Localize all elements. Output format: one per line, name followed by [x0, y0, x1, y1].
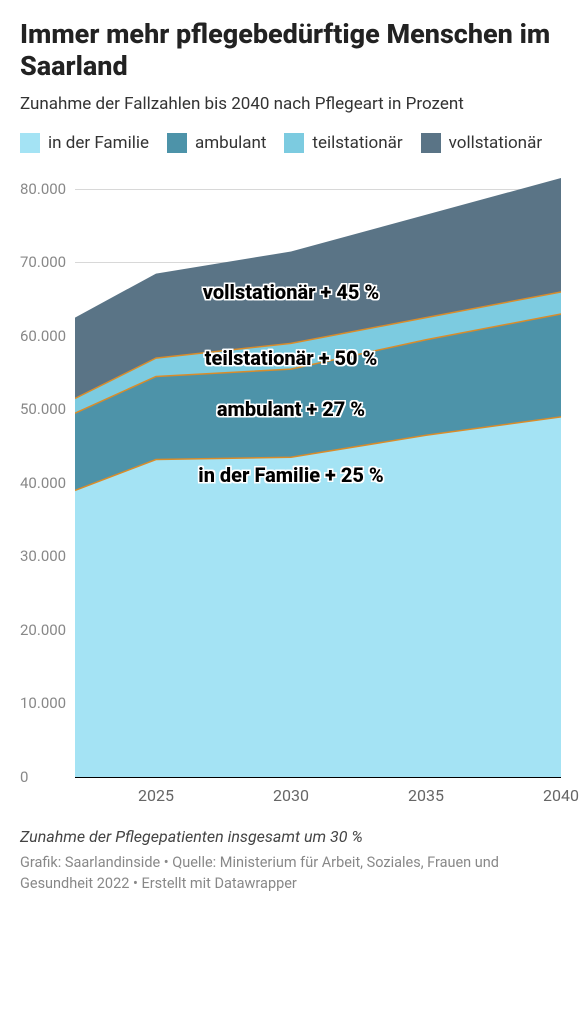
chart-subtitle: Zunahme der Fallzahlen bis 2040 nach Pfl… — [20, 93, 561, 117]
chart-source: Grafik: Saarlandinside • Quelle: Ministe… — [20, 852, 561, 894]
chart-annotation: teilstationär + 50 % — [205, 346, 378, 370]
x-axis-label: 2035 — [408, 786, 444, 805]
y-axis-label: 20.000 — [20, 621, 70, 639]
legend-swatch — [167, 133, 187, 153]
y-axis-label: 60.000 — [20, 327, 70, 345]
y-axis-label: 0 — [20, 768, 70, 786]
y-axis-label: 40.000 — [20, 474, 70, 492]
chart-annotation: in der Familie + 25 % — [198, 463, 383, 487]
x-axis: 2025203020352040 — [75, 777, 561, 807]
x-axis-label: 2025 — [138, 786, 174, 805]
y-axis-label: 10.000 — [20, 694, 70, 712]
chart: 0 10.000 20.000 30.000 40.000 50.000 60.000 70.… — [20, 167, 561, 807]
legend-label: in der Familie — [48, 133, 149, 153]
chart-annotation: ambulant + 27 % — [217, 397, 365, 421]
y-axis-label: 50.000 — [20, 400, 70, 418]
chart-annotation: vollstationär + 45 % — [203, 280, 379, 304]
legend: in der Familie ambulant teilstationär volls… — [20, 133, 561, 153]
legend-swatch — [284, 133, 304, 153]
chart-note: Zunahme der Pflegepatienten insgesamt um… — [20, 827, 561, 846]
legend-item: vollstationär — [421, 133, 542, 153]
legend-item: ambulant — [167, 133, 266, 153]
legend-swatch — [20, 133, 40, 153]
y-axis-label: 70.000 — [20, 253, 70, 271]
legend-swatch — [421, 133, 441, 153]
legend-label: teilstationär — [312, 133, 402, 153]
legend-label: vollstationär — [449, 133, 542, 153]
y-axis-label: 80.000 — [20, 180, 70, 198]
legend-item: teilstationär — [284, 133, 402, 153]
x-axis-label: 2030 — [273, 786, 309, 805]
y-axis-label: 30.000 — [20, 547, 70, 565]
x-axis-label: 2040 — [543, 786, 579, 805]
chart-title: Immer mehr pflegebedürftige Menschen im … — [20, 18, 561, 83]
legend-item: in der Familie — [20, 133, 149, 153]
legend-label: ambulant — [195, 133, 266, 153]
